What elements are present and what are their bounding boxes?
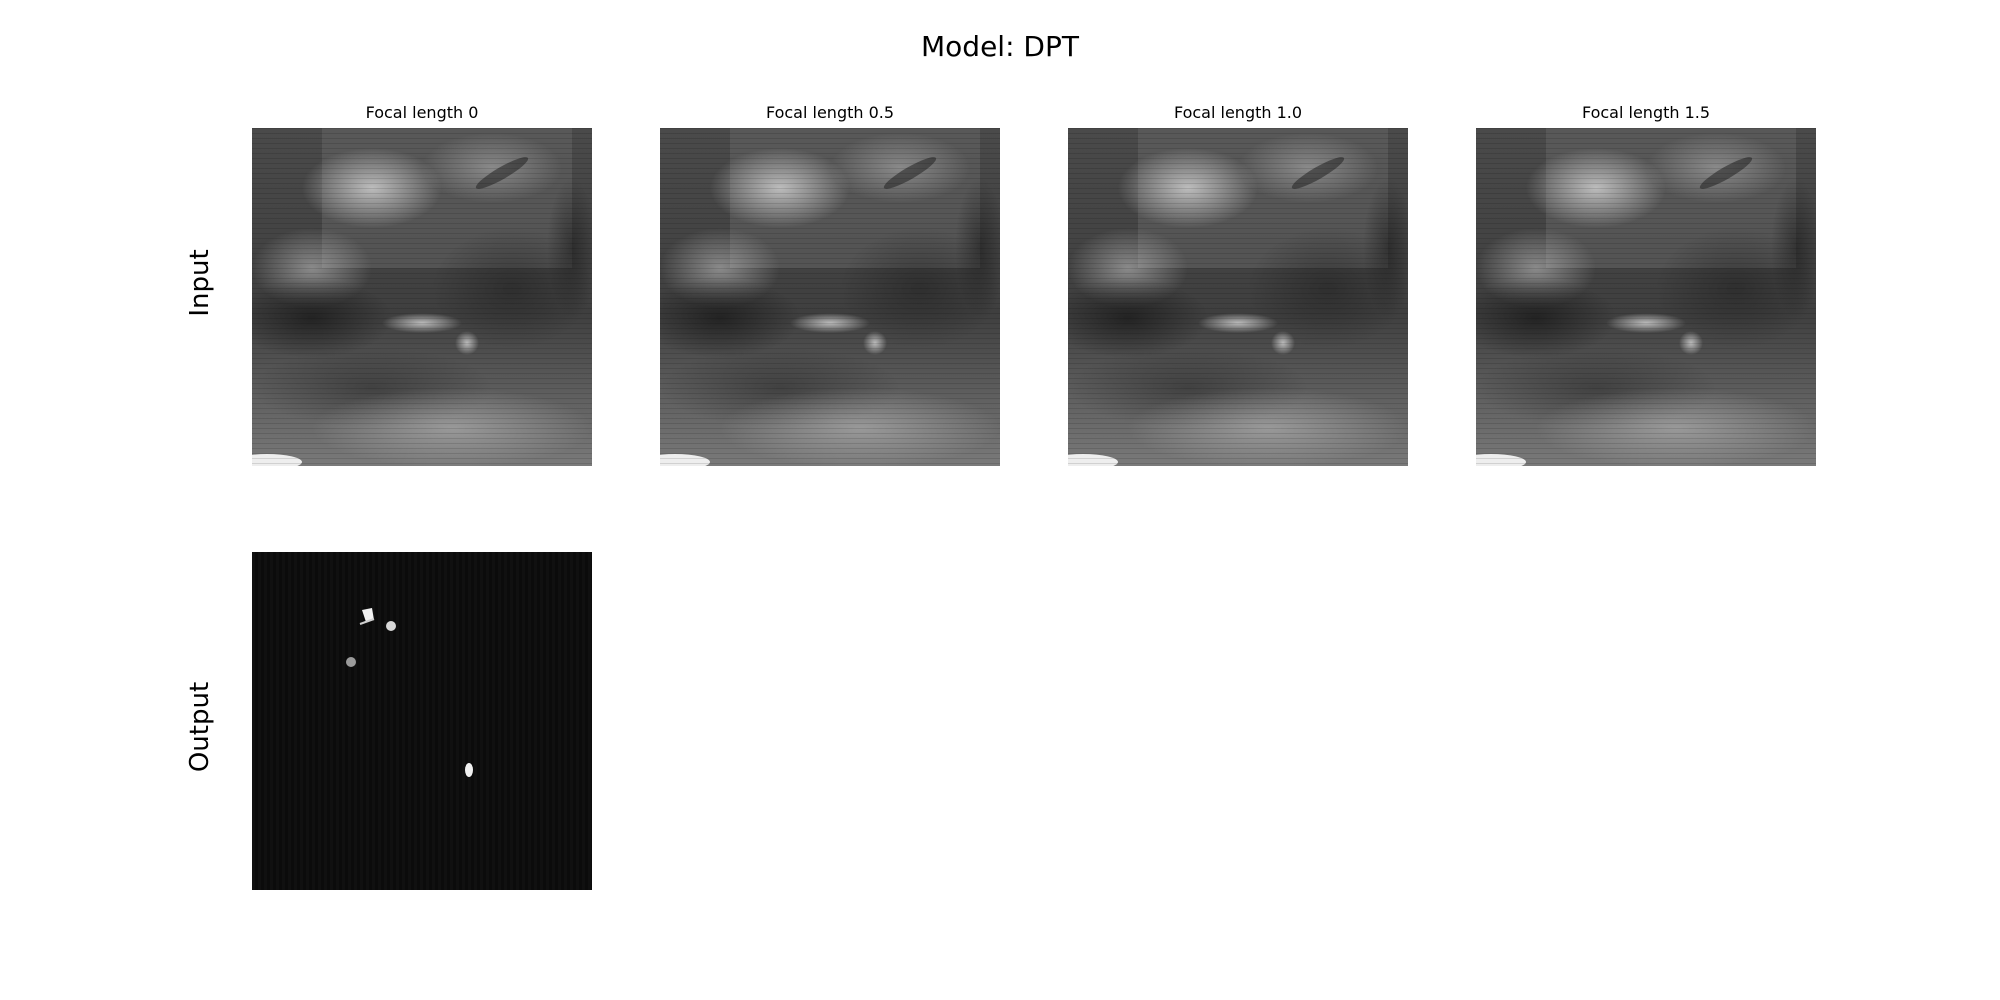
output-image-0 [252, 552, 592, 890]
input-image-3 [1476, 128, 1816, 466]
column-title-0: Focal length 0 [365, 103, 479, 122]
column-title-3: Focal length 1.5 [1581, 103, 1711, 122]
row-label-output: Output [185, 681, 215, 773]
column-title-1: Focal length 0.5 [765, 103, 895, 122]
row-label-input: Input [185, 249, 215, 317]
column-title-2: Focal length 1.0 [1173, 103, 1303, 122]
figure-title: Model: DPT [921, 30, 1079, 63]
input-image-1 [660, 128, 1000, 466]
input-image-2 [1068, 128, 1408, 466]
input-image-0 [252, 128, 592, 466]
